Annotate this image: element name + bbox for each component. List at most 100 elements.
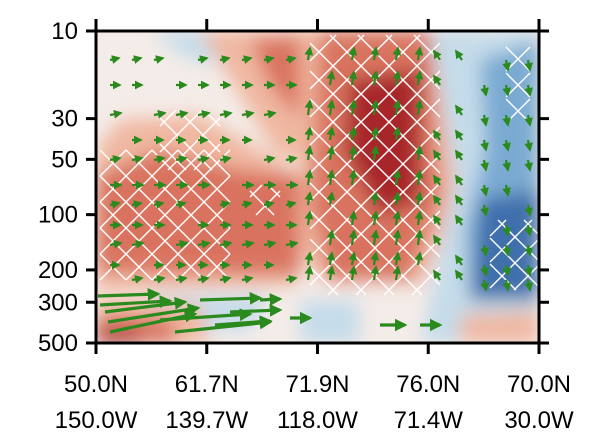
wind-vector [480,159,489,172]
wind-vector [455,214,464,226]
wind-vector [480,184,489,197]
wind-vector [455,129,464,141]
hatch-line [203,149,231,177]
wind-vector [524,59,533,72]
wind-vector [241,239,255,249]
wind-vector [433,74,442,86]
wind-vector [414,191,424,206]
wind-vector [524,224,533,237]
wind-vector [263,109,277,119]
wind-vector [392,251,402,266]
plot-area [94,29,541,345]
wind-vector [219,275,232,284]
wind-vector [524,279,533,292]
wind-vector [229,304,283,317]
wind-vector [433,214,442,226]
wind-vector [480,114,489,127]
wind-vector [524,139,533,152]
wind-vector [175,200,187,209]
wind-vector [455,49,464,61]
wind-vector [524,244,533,257]
wind-vector [370,210,380,226]
wind-vector [197,275,210,284]
wind-vector [455,174,464,186]
x-tick-label-lat: 71.9N [285,371,349,398]
wind-vector [285,55,297,64]
wind-vector [348,265,358,281]
wind-vector [348,210,358,226]
x-tick-label-lon: 139.7W [165,407,248,434]
wind-vector [263,155,276,164]
wind-vector [524,114,533,127]
wind-vector [153,55,165,64]
wind-vector [502,264,511,277]
wind-vector [392,191,402,206]
wind-vector [304,126,314,141]
wind-vector [326,70,336,86]
wind-vector [524,84,533,97]
wind-vector [304,46,314,61]
wind-vector [109,309,198,334]
wind-vector [433,49,442,61]
wind-vector [109,55,121,64]
wind-vector [480,139,489,152]
y-tick-label: 300 [38,289,78,316]
wind-vector [241,55,253,64]
hatch-line [497,219,539,262]
wind-vector [197,109,211,119]
wind-vector [348,229,358,246]
wind-vector [392,126,402,141]
wind-vector [131,200,143,209]
wind-vector [131,55,143,64]
hatch-line [167,117,221,171]
wind-vector [370,46,380,61]
wind-vector [159,308,253,322]
wind-vector [455,149,464,161]
filled-contours [96,31,539,343]
wind-vector [175,239,189,249]
wind-vector [326,126,336,141]
wind-vector [219,200,231,209]
wind-vector [285,239,299,249]
wind-vector [348,251,358,266]
wind-vector [480,244,489,257]
wind-vector [392,265,402,281]
wind-vector [370,265,380,281]
wind-vector [109,200,121,209]
wind-vector [304,145,314,161]
x-tick-label-lat: 76.0N [396,371,460,398]
wind-vector [326,99,336,116]
wind-vector [285,200,297,209]
wind-vector [502,184,511,197]
wind-vector [480,264,489,277]
wind-vector [392,210,402,226]
wind-vector [433,129,442,141]
x-tick-label-lon: 118.0W [277,407,358,434]
wind-vector [241,109,255,119]
wind-vector [131,239,145,249]
wind-vector [153,275,166,284]
wind-vector [370,145,380,161]
y-tick-label: 500 [38,330,78,357]
hatch-line [489,263,517,291]
wind-vector [370,191,380,206]
y-axis: 10 30 50 100 200 300 500 [38,18,549,357]
x-tick-label-lon: 150.0W [55,407,138,434]
wind-vector [304,99,314,116]
wind-vector [109,239,123,249]
wind-vector [214,315,273,329]
hatch-line [327,182,441,296]
wind-vector [348,99,358,116]
wind-vector [304,210,314,226]
hatch-line [489,219,507,237]
wind-vector [175,155,188,164]
wind-vector [99,295,173,308]
wind-vector [348,169,358,186]
wind-vector [153,200,165,209]
wind-vector [370,99,380,116]
wind-vector [433,194,442,206]
wind-vector [502,84,511,97]
wind-vector [414,169,424,186]
wind-vector [219,155,232,164]
